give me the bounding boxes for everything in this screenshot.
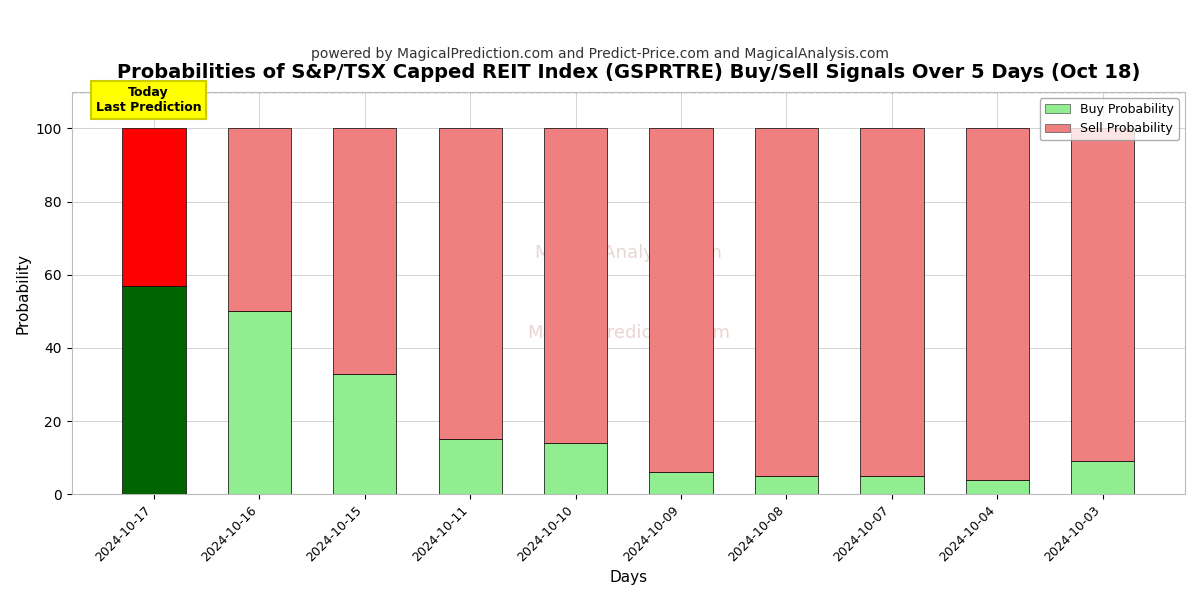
Bar — [966, 479, 1028, 494]
Bar — [438, 128, 502, 439]
Bar — [122, 286, 186, 494]
Bar — [544, 443, 607, 494]
Bar — [966, 128, 1028, 479]
Legend: Buy Probability, Sell Probability: Buy Probability, Sell Probability — [1040, 98, 1178, 140]
Bar — [228, 311, 290, 494]
Y-axis label: Probability: Probability — [16, 253, 30, 334]
Bar — [438, 439, 502, 494]
X-axis label: Days: Days — [610, 570, 647, 585]
Bar — [1072, 128, 1134, 461]
Bar — [860, 476, 924, 494]
Bar — [334, 128, 396, 374]
Text: MagicalPrediction.com: MagicalPrediction.com — [527, 325, 730, 343]
Bar — [334, 374, 396, 494]
Bar — [649, 472, 713, 494]
Bar — [1072, 461, 1134, 494]
Text: powered by MagicalPrediction.com and Predict-Price.com and MagicalAnalysis.com: powered by MagicalPrediction.com and Pre… — [311, 47, 889, 61]
Text: MagicalAnalysis.com: MagicalAnalysis.com — [534, 244, 722, 262]
Bar — [755, 128, 818, 476]
Bar — [122, 128, 186, 286]
Title: Probabilities of S&P/TSX Capped REIT Index (GSPRTRE) Buy/Sell Signals Over 5 Day: Probabilities of S&P/TSX Capped REIT Ind… — [116, 63, 1140, 82]
Bar — [860, 128, 924, 476]
Bar — [649, 128, 713, 472]
Bar — [228, 128, 290, 311]
Bar — [755, 476, 818, 494]
Text: Today
Last Prediction: Today Last Prediction — [96, 86, 202, 114]
Bar — [544, 128, 607, 443]
